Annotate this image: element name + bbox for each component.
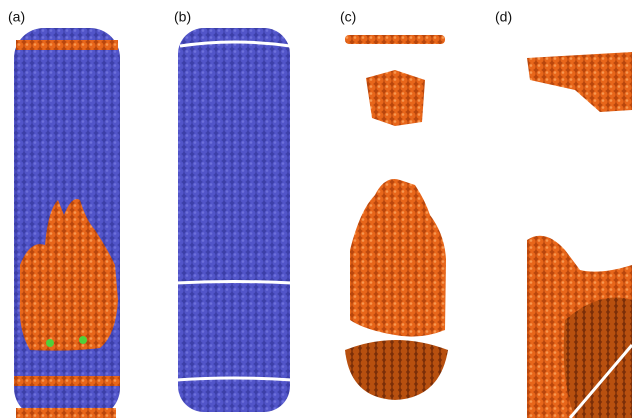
cluster <box>366 70 425 126</box>
panel-a: (a) <box>8 9 120 418</box>
panel-c: (c) <box>340 9 448 400</box>
panel-label: (a) <box>8 9 25 25</box>
page: {"panels": [{"label": "(a)"}, {"label": … <box>0 0 632 418</box>
orange-band <box>16 408 116 418</box>
nanotube <box>178 28 290 412</box>
hemisphere <box>345 340 448 400</box>
panel-label: (b) <box>174 9 191 25</box>
orange-band <box>14 376 120 386</box>
figure: (a) (b) (c) (d) <box>0 0 632 418</box>
green-atom <box>46 339 54 347</box>
panel-label: (c) <box>340 9 356 25</box>
orange-ring <box>345 35 445 44</box>
cluster <box>527 52 632 112</box>
crack <box>176 282 292 284</box>
orange-band <box>16 40 118 50</box>
panel-d: (d) <box>495 9 632 418</box>
cluster <box>350 179 446 337</box>
green-atom <box>79 336 87 344</box>
panel-label: (d) <box>495 9 512 25</box>
panel-b: (b) <box>174 9 292 412</box>
